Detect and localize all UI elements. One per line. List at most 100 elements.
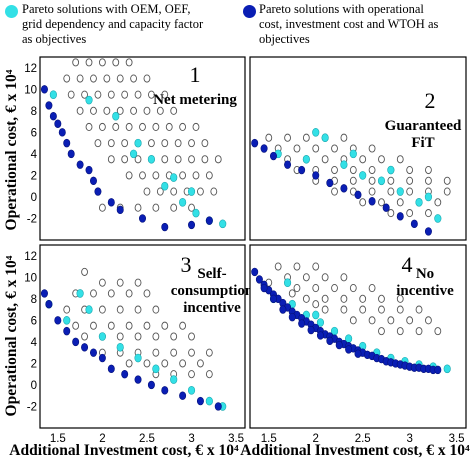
data-point-blue [326, 178, 334, 188]
data-point-hollow [188, 332, 195, 341]
data-point-hollow [406, 187, 414, 196]
panel-frame [39, 244, 246, 429]
data-point-hollow [302, 273, 310, 282]
data-point-blue [76, 160, 84, 169]
data-point-hollow [156, 187, 164, 196]
data-point-hollow [331, 165, 338, 175]
data-point-hollow [214, 155, 222, 164]
data-point-hollow [107, 321, 115, 330]
data-point-blue [89, 176, 97, 185]
data-point-cyan [205, 396, 213, 406]
data-point-hollow [161, 90, 169, 99]
data-point-blue [354, 349, 362, 358]
data-point-hollow [210, 187, 218, 196]
data-point-hollow [188, 139, 195, 148]
data-point-hollow [340, 294, 348, 303]
data-point-hollow [72, 58, 80, 67]
data-point-hollow [125, 321, 133, 330]
data-point-cyan [63, 316, 71, 325]
data-point-blue [89, 348, 97, 357]
data-point-hollow [112, 58, 120, 67]
data-point-hollow [94, 90, 102, 99]
data-point-hollow [387, 316, 395, 325]
data-point-hollow [121, 139, 129, 148]
y-tick-label: 6 [31, 315, 37, 327]
y-tick-label: 0 [31, 380, 37, 392]
data-point-cyan [112, 111, 120, 121]
data-point-hollow [188, 348, 195, 357]
data-point-blue [340, 184, 348, 193]
data-point-hollow [121, 90, 129, 99]
y-tick-label: 2 [31, 170, 37, 182]
data-point-hollow [148, 139, 155, 148]
data-point-blue [251, 138, 259, 148]
data-point-hollow [284, 133, 291, 142]
data-point-hollow [90, 321, 97, 330]
data-point-blue [81, 343, 89, 352]
data-point-cyan [134, 138, 142, 148]
data-point-blue [284, 160, 292, 169]
data-point-hollow [170, 187, 178, 196]
data-point-blue [40, 289, 48, 298]
x-tick-label: 3 [188, 433, 194, 445]
data-point-hollow [81, 90, 88, 99]
data-point-blue [188, 220, 196, 230]
legend-cyan-marker [5, 5, 18, 18]
data-point-hollow [130, 106, 137, 115]
data-point-blue [260, 283, 268, 293]
data-point-blue [121, 369, 129, 379]
data-point-cyan [187, 187, 196, 196]
data-point-hollow [98, 305, 106, 314]
data-point-blue [279, 305, 287, 314]
data-point-hollow [125, 122, 133, 132]
data-point-hollow [197, 359, 204, 368]
data-point-hollow [125, 171, 133, 180]
data-point-cyan [116, 342, 124, 352]
x-tick-label: 2.5 [355, 433, 371, 445]
data-point-blue [58, 128, 66, 137]
data-point-cyan [192, 208, 200, 218]
data-point-hollow [321, 155, 329, 164]
data-point-cyan [387, 165, 395, 175]
data-point-hollow [312, 300, 320, 309]
data-point-hollow [443, 187, 451, 196]
panel-label-line: Self- [197, 266, 226, 282]
data-point-cyan [424, 192, 433, 202]
x-tick-label: 1.5 [261, 433, 277, 445]
panel-number: 3 [181, 252, 192, 277]
data-point-hollow [368, 176, 376, 185]
data-point-blue [298, 165, 306, 175]
data-point-blue [45, 300, 53, 309]
data-point-blue [345, 345, 353, 354]
panel-label: No incentive [396, 266, 454, 299]
data-point-hollow [125, 58, 133, 67]
data-point-hollow [152, 203, 160, 212]
data-point-blue [307, 325, 315, 335]
data-point-hollow [387, 176, 395, 185]
data-point-cyan [130, 149, 138, 159]
data-point-hollow [387, 187, 395, 196]
data-point-cyan [312, 310, 320, 320]
data-point-hollow [349, 284, 357, 293]
panel-number: 1 [190, 62, 201, 87]
data-point-hollow [396, 198, 404, 207]
y-tick-label: 6 [31, 127, 37, 139]
data-point-blue [312, 171, 320, 180]
data-point-hollow [174, 155, 182, 164]
data-point-hollow [192, 171, 200, 180]
data-point-hollow [85, 58, 93, 67]
data-point-hollow [415, 327, 423, 336]
panel-4: 4 No incentive [249, 244, 467, 429]
data-point-cyan [152, 364, 160, 374]
data-point-hollow [143, 289, 151, 298]
data-point-hollow [425, 176, 432, 185]
data-point-hollow [143, 106, 151, 115]
data-point-hollow [188, 370, 195, 379]
data-point-cyan [283, 278, 292, 287]
data-point-hollow [130, 74, 137, 83]
data-point-hollow [443, 176, 451, 185]
panel-label-line: incentive [183, 300, 241, 316]
panel-label-line: Guaranteed [385, 118, 462, 134]
data-point-hollow [434, 198, 442, 207]
data-point-hollow [378, 294, 385, 303]
